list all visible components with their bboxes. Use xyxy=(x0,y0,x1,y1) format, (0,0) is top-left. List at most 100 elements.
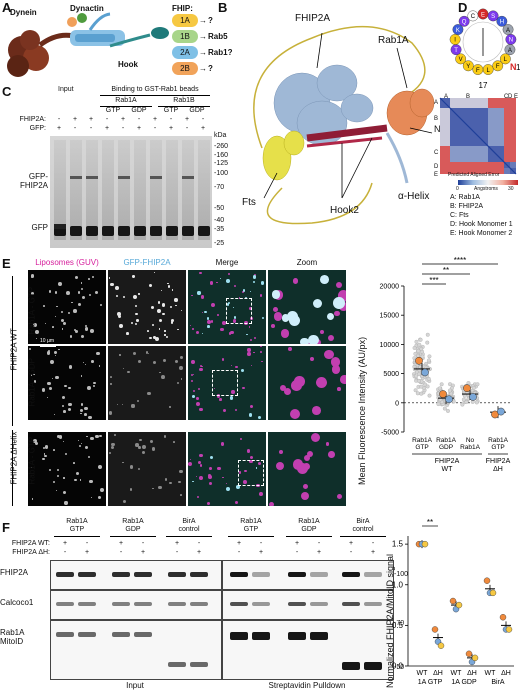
liposome xyxy=(171,289,174,291)
liposome xyxy=(152,323,155,326)
liposome xyxy=(176,381,180,384)
liposome xyxy=(131,404,135,408)
wheel-residue-letter: S xyxy=(491,14,495,20)
liposome xyxy=(74,478,77,482)
e-ytick: 15000 xyxy=(380,313,400,320)
liposome xyxy=(334,310,340,317)
liposome xyxy=(84,445,88,449)
liposome xyxy=(163,435,167,438)
liposome xyxy=(202,332,204,335)
liposome xyxy=(139,438,142,442)
pae-block xyxy=(504,98,510,108)
wt-sign: - xyxy=(141,540,145,547)
liposome xyxy=(58,348,60,351)
liposome xyxy=(242,289,246,293)
liposome xyxy=(32,323,37,328)
blot-band xyxy=(168,572,186,577)
zoom-box xyxy=(238,460,264,486)
liposome xyxy=(78,439,80,441)
liposome xyxy=(80,375,82,377)
blot-band xyxy=(230,572,248,577)
blot-band xyxy=(230,632,248,640)
liposome xyxy=(261,361,263,363)
liposome xyxy=(52,378,54,380)
liposome xyxy=(110,282,114,287)
liposome xyxy=(86,436,88,438)
f-replicate-point xyxy=(483,577,491,584)
liposome xyxy=(260,346,262,348)
liposome xyxy=(56,475,59,478)
liposome xyxy=(63,441,65,443)
liposome xyxy=(60,310,64,314)
liposome xyxy=(149,336,152,340)
e-data-point xyxy=(426,376,431,381)
liposome xyxy=(206,501,210,505)
liposome xyxy=(110,375,113,378)
wt-sign: + xyxy=(236,540,242,547)
dh-sign: + xyxy=(316,549,322,556)
liposome xyxy=(272,307,278,313)
liposome xyxy=(209,467,213,470)
liposome xyxy=(134,304,138,308)
liposome xyxy=(81,287,84,290)
isoform-target: Rab5 xyxy=(208,32,228,41)
liposome xyxy=(332,296,345,309)
blot-band xyxy=(310,602,328,606)
colorbar-title: Predicted Aligned Error xyxy=(448,172,500,178)
wheel-residue xyxy=(455,53,467,65)
f-replicate-point xyxy=(465,650,473,658)
dynactin-label: Dynactin xyxy=(70,4,104,13)
f-replicate-point xyxy=(455,601,463,609)
liposome xyxy=(175,304,177,307)
group-label-dh: FHIP2A ΔHelix xyxy=(9,431,19,485)
blot-band xyxy=(364,572,382,577)
blot-band xyxy=(190,572,208,577)
f-group-label: 1A GDP xyxy=(451,679,477,686)
fhip2a-sign: + xyxy=(184,116,190,123)
liposome xyxy=(328,335,335,342)
gel-band-fhip xyxy=(118,176,130,179)
e-data-point xyxy=(446,408,450,413)
f-replicate-point xyxy=(499,614,507,621)
colorbar-min: 0 xyxy=(456,186,459,192)
liposome xyxy=(248,306,252,310)
liposome xyxy=(54,351,58,355)
liposome xyxy=(89,293,92,296)
blot-band xyxy=(190,662,208,667)
western-marker: -50 xyxy=(394,664,405,671)
wheel-residue xyxy=(504,44,516,56)
microscopy-tile xyxy=(28,432,106,506)
gel-band-gst xyxy=(166,226,178,236)
liposome xyxy=(67,402,72,407)
wt-sign: + xyxy=(294,540,300,547)
liposome xyxy=(58,435,63,440)
liposome xyxy=(69,335,73,338)
gel-marker: -125 xyxy=(214,160,229,167)
liposome xyxy=(68,311,71,314)
liposome xyxy=(337,290,346,302)
f-group-label: BirA xyxy=(491,679,505,686)
pae-side-letter: E xyxy=(434,172,439,178)
rab1b-gtp-header: GTP xyxy=(163,107,179,114)
blot-band xyxy=(288,602,306,606)
liposome xyxy=(258,462,262,466)
wheel-residue xyxy=(496,15,508,27)
liposome xyxy=(96,351,101,356)
liposome xyxy=(73,329,76,332)
western-group-head: Rab1A GTP xyxy=(66,518,88,533)
liposome xyxy=(208,475,212,480)
e-xtick: Rab1A xyxy=(460,444,481,451)
e-data-point xyxy=(419,346,424,351)
liposome xyxy=(210,319,214,323)
row-label-gdp: Rab1A - GDP xyxy=(27,358,37,407)
liposome xyxy=(199,367,203,372)
pae-side-letter: B xyxy=(434,116,439,122)
gel-marker: -35 xyxy=(214,226,225,233)
wheel-num-1: 1 xyxy=(516,63,520,72)
f-ylabel: Normalized FHIP2A/MitoID signal xyxy=(385,553,395,688)
wt-sign: - xyxy=(85,540,89,547)
dh-sign: - xyxy=(349,549,353,556)
liposome xyxy=(123,499,127,504)
rab1a-structure-label: Rab1A xyxy=(378,35,409,46)
liposome xyxy=(288,347,292,352)
